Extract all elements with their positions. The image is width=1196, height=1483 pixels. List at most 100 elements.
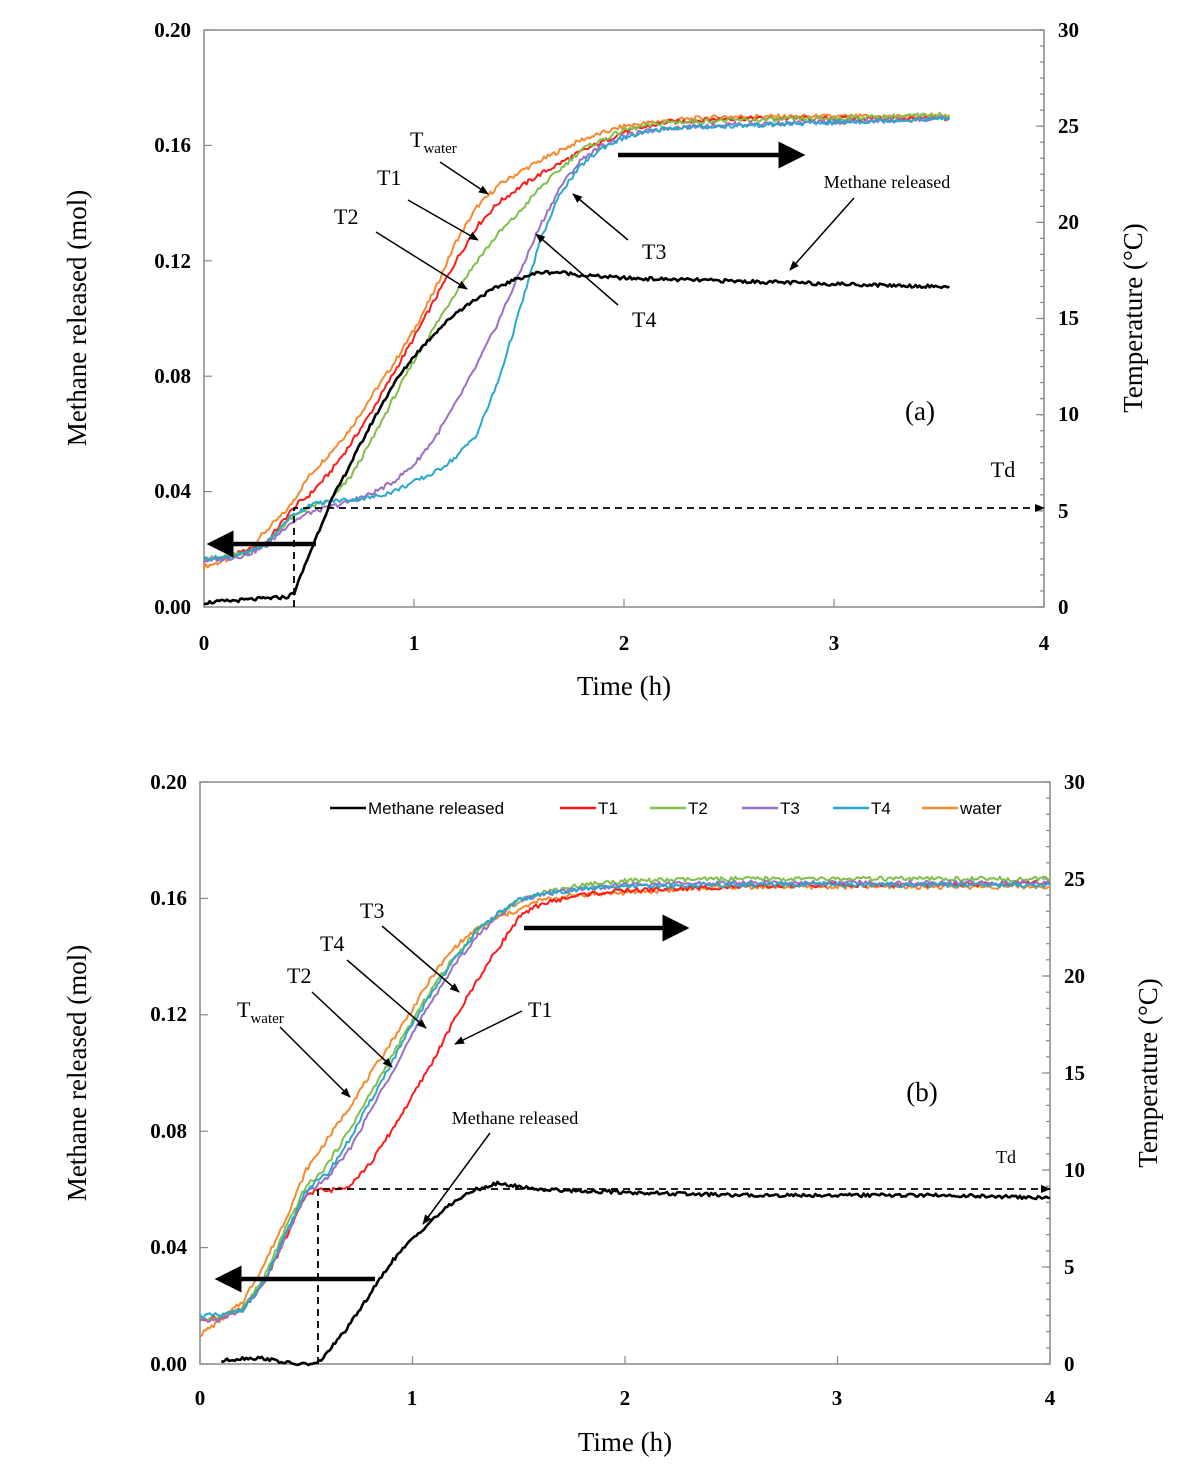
y2-axis-title: Temperature (°C): [1133, 978, 1163, 1168]
x-tick-label: 2: [619, 631, 630, 655]
x-tick-label: 1: [407, 1386, 418, 1410]
y2-tick-label: 5: [1058, 499, 1069, 523]
td-dashed-line: [317, 1185, 1051, 1364]
y2-tick-label: 30: [1058, 18, 1079, 42]
panel-label-b: (b): [906, 1077, 938, 1107]
td-dashed-line: [293, 504, 1045, 607]
x-tick-label: 0: [199, 631, 210, 655]
tick-marks: [199, 781, 1051, 1365]
y2-tick-label: 25: [1058, 114, 1079, 138]
series-line-T2: [199, 875, 1051, 1322]
legend-entry: T3: [742, 799, 800, 818]
methane-arrow: [422, 1132, 491, 1225]
legend-label: Methane released: [368, 799, 504, 818]
t1-label: T1: [377, 165, 401, 190]
legend-label: T1: [598, 799, 618, 818]
y-tick-label: 0.12: [150, 1002, 187, 1026]
x-tick-label: 3: [829, 631, 840, 655]
series-line-T4: [203, 115, 950, 562]
x-tick-label: 4: [1039, 631, 1050, 655]
panel-b: 0.20 0.16 0.12 0.08 0.04 0.00 30 25 20 1…: [62, 770, 1163, 1457]
x-axis-title: Time (h): [577, 671, 671, 701]
t1-arrow: [454, 1010, 523, 1045]
series-line-methane: [220, 1180, 1051, 1367]
y2-tick-label: 0: [1058, 595, 1069, 619]
y-tick-label: 0.04: [150, 1235, 187, 1259]
y2-tick-label: 10: [1064, 1158, 1085, 1182]
x-tick-label: 1: [409, 631, 420, 655]
t3-label: T3: [360, 898, 384, 923]
y-tick-label: 0.08: [154, 364, 191, 388]
y-axis-title: Methane released (mol): [62, 190, 92, 446]
twater-arrow: [279, 1026, 351, 1098]
methane-label: Methane released: [824, 172, 950, 192]
t2-arrow: [311, 991, 393, 1068]
twater-label: Twater: [410, 127, 457, 157]
y2-tick-label: 15: [1064, 1061, 1085, 1085]
t4-label: T4: [320, 931, 344, 956]
y2-tick-label: 15: [1058, 306, 1079, 330]
y-tick-label: 0.16: [154, 133, 191, 157]
series-line-T4: [199, 881, 1051, 1319]
series-line-water: [203, 113, 951, 570]
y-tick-label: 0.12: [154, 249, 191, 273]
legend-entry: Methane released: [330, 799, 504, 818]
series-line-T3: [203, 115, 951, 563]
legend-entry: water: [922, 799, 1002, 818]
t3-arrow: [381, 925, 460, 993]
t1-arrow: [407, 199, 479, 241]
y2-tick-label: 5: [1064, 1255, 1075, 1279]
t2-arrow: [375, 231, 468, 290]
y-tick-label: 0.04: [154, 479, 191, 503]
methane-label: Methane released: [452, 1108, 578, 1128]
series-group: [199, 875, 1051, 1367]
series-line-T1: [203, 115, 950, 563]
x-axis-title: Time (h): [578, 1427, 672, 1457]
twater-arrow: [439, 161, 489, 195]
legend-entry: T4: [833, 799, 891, 818]
legend-entry: T1: [560, 799, 618, 818]
legend-label: T2: [688, 799, 708, 818]
t2-label: T2: [334, 204, 358, 229]
y-axis-title: Methane released (mol): [62, 945, 92, 1201]
legend: Methane released T1 T2 T3 T4 water: [330, 799, 1002, 818]
x-tick-label: 4: [1045, 1386, 1056, 1410]
tick-marks: [203, 29, 1045, 608]
y-tick-label: 0.20: [154, 18, 191, 42]
y2-tick-label: 20: [1064, 964, 1085, 988]
td-label: Td: [996, 1147, 1016, 1167]
twater-label: Twater: [237, 997, 284, 1027]
y-tick-label: 0.00: [154, 595, 191, 619]
y-tick-label: 0.16: [150, 886, 187, 910]
x-tick-label: 0: [195, 1386, 206, 1410]
plot-frame: [199, 781, 1051, 1365]
t4-arrow: [535, 233, 619, 306]
series-line-water: [199, 883, 1051, 1338]
y-tick-label: 0.00: [150, 1352, 187, 1376]
methane-arrow: [789, 197, 855, 271]
x-tick-label: 2: [620, 1386, 631, 1410]
x-tick-label: 3: [832, 1386, 843, 1410]
y-tick-label: 0.20: [150, 770, 187, 794]
td-label: Td: [991, 457, 1015, 482]
y2-tick-label: 30: [1064, 770, 1085, 794]
t4-label: T4: [632, 307, 656, 332]
t2-label: T2: [287, 963, 311, 988]
y-tick-label: 0.08: [150, 1119, 187, 1143]
legend-entry: T2: [650, 799, 708, 818]
y2-axis-title: Temperature (°C): [1118, 223, 1148, 413]
legend-label: T3: [780, 799, 800, 818]
legend-label: water: [959, 799, 1002, 818]
y2-tick-label: 20: [1058, 210, 1079, 234]
t4-arrow: [346, 959, 427, 1029]
series-group: [203, 111, 951, 606]
t3-label: T3: [642, 239, 666, 264]
panel-label-a: (a): [905, 396, 935, 426]
y2-tick-label: 0: [1064, 1352, 1075, 1376]
t1-label: T1: [528, 997, 552, 1022]
panel-a: 0.20 0.16 0.12 0.08 0.04 0.00 30 25 20 1…: [62, 18, 1148, 701]
series-line-methane: [203, 269, 950, 606]
legend-label: T4: [871, 799, 891, 818]
y2-tick-label: 25: [1064, 867, 1085, 891]
